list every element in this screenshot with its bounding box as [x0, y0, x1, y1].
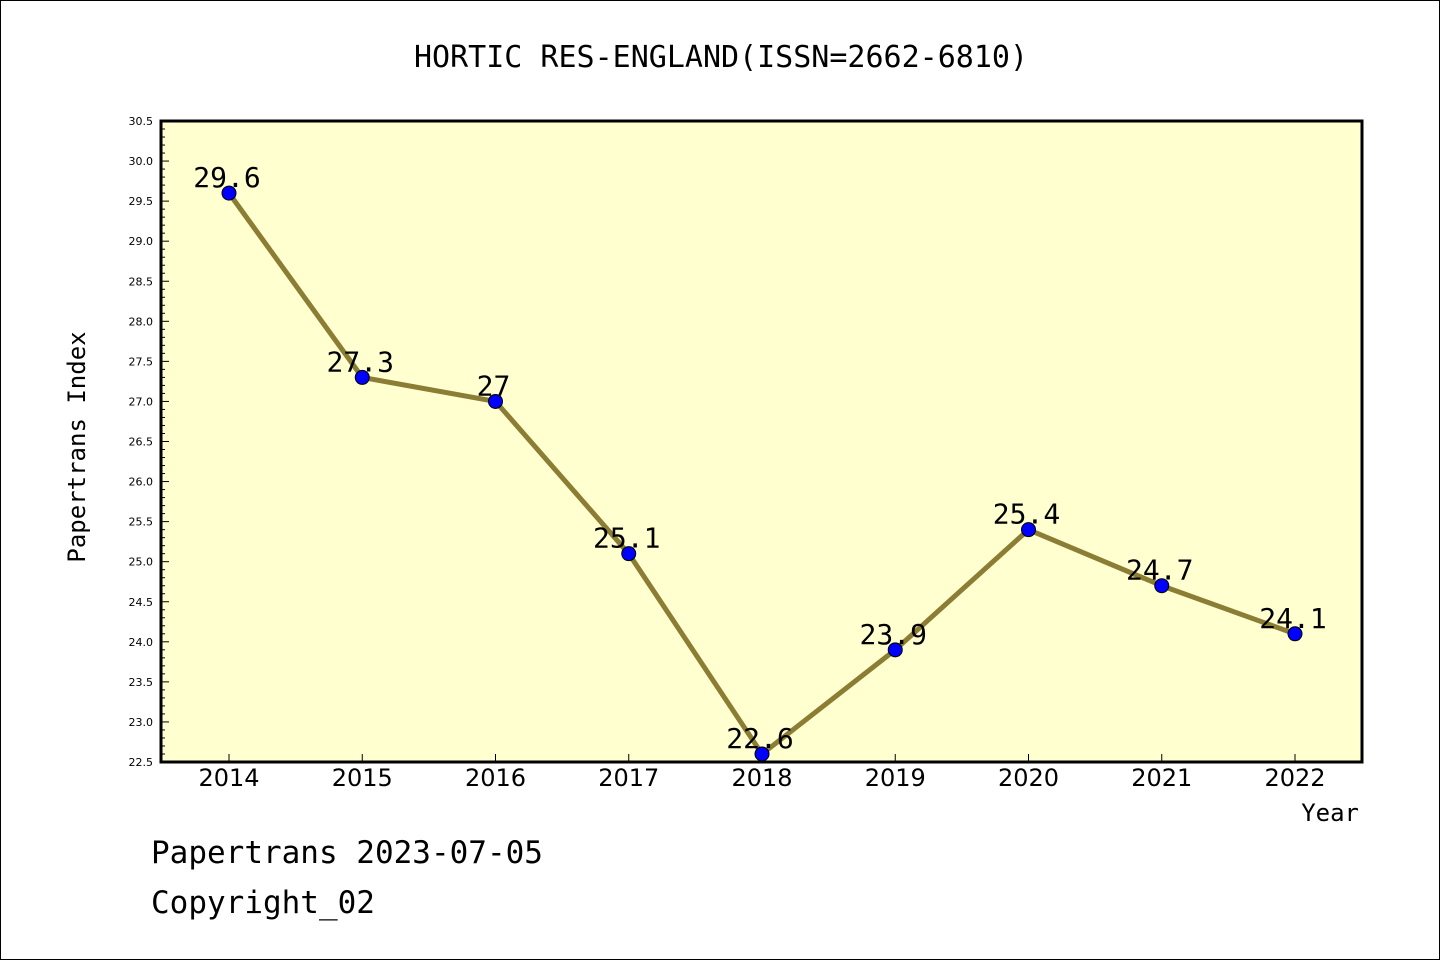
y-tick-label: 27.5 [129, 355, 154, 368]
data-label: 27.3 [327, 345, 394, 378]
data-label: 22.6 [726, 722, 793, 755]
data-label-group: 29.6 27.3 27 25.1 22.6 23.9 25.4 24.7 24.1 [193, 161, 1326, 755]
y-tick-label: 28.5 [129, 275, 154, 288]
y-tick-label: 26.0 [129, 476, 154, 489]
x-tick-label: 2014 [198, 764, 259, 792]
data-point [887, 642, 903, 658]
y-tick-label: 29.0 [129, 235, 154, 248]
x-axis-title: Year [1301, 799, 1359, 827]
y-tick-label: 30.0 [129, 155, 154, 168]
y-tick-label: 28.0 [129, 315, 154, 328]
data-point [488, 393, 503, 409]
y-tick-label: 25.5 [129, 516, 154, 529]
y-tick-label: 22.5 [129, 756, 154, 769]
y-tick-label: 27.0 [129, 395, 154, 408]
x-tick-label: 2016 [465, 764, 526, 792]
y-tick-label: 25.0 [129, 556, 154, 569]
x-tick-label: 2022 [1264, 764, 1325, 792]
data-point [1287, 626, 1303, 642]
x-tick-label: 2019 [865, 764, 926, 792]
x-tick-label: 2018 [731, 764, 792, 792]
series-group [221, 185, 1303, 762]
plot-area [159, 119, 1364, 764]
chart-title: HORTIC RES-ENGLAND(ISSN=2662-6810) [414, 40, 1028, 75]
data-label: 23.9 [860, 618, 927, 651]
data-label: 24.7 [1126, 554, 1193, 587]
data-label: 25.1 [593, 522, 660, 555]
data-point [354, 369, 370, 385]
data-label: 24.1 [1259, 602, 1326, 635]
y-axis: 22.5 23.0 23.5 24.0 24.5 25.0 25.5 26.0 26.5 27.0… [129, 115, 169, 769]
data-point [1154, 578, 1170, 594]
data-point [621, 546, 637, 562]
y-tick-label: 24.5 [129, 596, 154, 609]
y-tick-label: 23.5 [129, 676, 154, 689]
footer-date: Papertrans 2023-07-05 [151, 835, 543, 871]
data-label: 27 [477, 369, 511, 402]
x-tick-label: 2015 [332, 764, 393, 792]
x-axis: 2014 2015 2016 2017 2018 2019 2020 2021 2022 [198, 754, 1326, 792]
y-tick-label: 30.5 [129, 115, 154, 128]
y-tick-label: 23.0 [129, 716, 154, 729]
y-tick-label: 24.0 [129, 636, 154, 649]
data-point [221, 185, 237, 201]
y-axis-title: Papertrans Index [63, 331, 91, 562]
data-label: 29.6 [193, 161, 260, 194]
y-tick-label: 29.5 [129, 195, 154, 208]
data-point [1021, 522, 1036, 538]
footer-copyright: Copyright_02 [151, 885, 375, 921]
x-tick-label: 2020 [998, 764, 1059, 792]
x-tick-label: 2017 [598, 764, 659, 792]
x-tick-label: 2021 [1131, 764, 1192, 792]
data-label: 25.4 [993, 498, 1060, 531]
y-tick-label: 26.5 [129, 436, 154, 449]
data-point [754, 746, 770, 762]
